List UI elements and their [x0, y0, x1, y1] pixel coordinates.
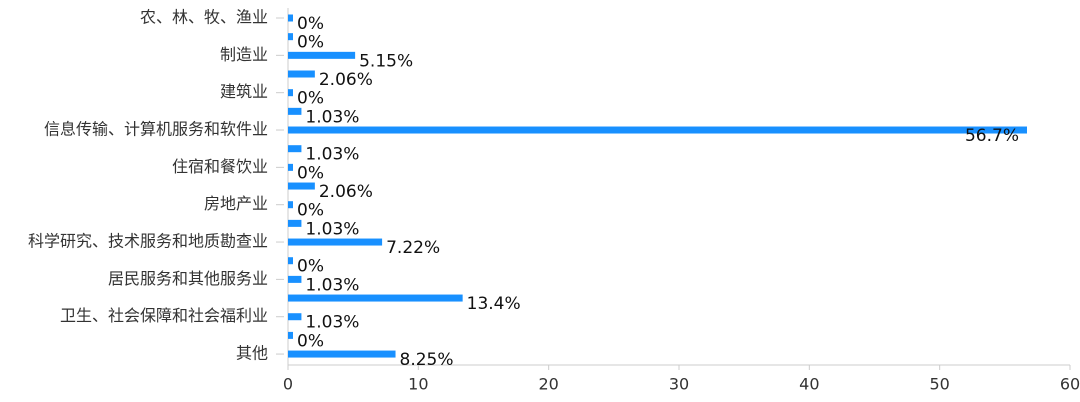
y-tick-label: 其他: [236, 344, 268, 363]
value-label: 0%: [297, 89, 324, 109]
bar: [288, 70, 315, 78]
y-tick-label: 房地产业: [204, 194, 268, 213]
bar: [288, 275, 302, 283]
bar: [288, 201, 293, 209]
value-label: 2.06%: [319, 182, 373, 202]
bar: [288, 257, 293, 265]
value-label: 7.22%: [386, 238, 440, 258]
value-label: 5.15%: [359, 51, 413, 71]
value-label: 0%: [297, 257, 324, 277]
value-label: 1.03%: [305, 219, 359, 239]
bar: [288, 163, 293, 171]
value-label: 0%: [297, 331, 324, 351]
value-label: 1.03%: [305, 107, 359, 127]
bar: [288, 238, 383, 246]
x-tick-label: 0: [283, 375, 293, 394]
bar: [288, 51, 356, 59]
value-label: 2.06%: [319, 70, 373, 90]
bar: [288, 182, 315, 190]
value-label: 8.25%: [400, 350, 454, 370]
bar: [288, 350, 396, 358]
value-label: 0%: [297, 14, 324, 34]
bar: [288, 219, 302, 227]
x-tick-label: 40: [799, 375, 819, 394]
x-tick-label: 10: [408, 375, 428, 394]
bar: [288, 313, 302, 321]
value-label: 1.03%: [305, 313, 359, 333]
y-tick-label: 居民服务和其他服务业: [108, 269, 268, 288]
y-tick-label: 建筑业: [220, 82, 268, 101]
bar: [288, 126, 1027, 134]
y-tick-label: 信息传输、计算机服务和软件业: [44, 120, 268, 139]
value-label: 1.03%: [305, 275, 359, 295]
x-tick-label: 30: [669, 375, 689, 394]
value-label: 1.03%: [305, 145, 359, 165]
y-tick-label: 卫生、社会保障和社会福利业: [60, 306, 268, 325]
bar: [288, 294, 463, 302]
bar: [288, 14, 293, 22]
y-tick-label: 农、林、牧、渔业: [140, 8, 268, 27]
y-tick-label: 制造业: [220, 45, 268, 64]
bar: [288, 331, 293, 339]
value-label: 13.4%: [467, 294, 521, 314]
x-tick-label: 60: [1060, 375, 1080, 394]
value-label: 0%: [297, 163, 324, 183]
value-label: 0%: [297, 33, 324, 53]
y-tick-label: 科学研究、技术服务和地质勘查业: [28, 232, 268, 251]
bar: [288, 107, 302, 115]
value-label: 0%: [297, 201, 324, 221]
x-tick-label: 20: [538, 375, 558, 394]
y-tick-label: 住宿和餐饮业: [172, 157, 268, 176]
bar: [288, 33, 293, 41]
x-tick-label: 50: [929, 375, 949, 394]
value-label: 56.7%: [965, 126, 1019, 146]
bar: [288, 145, 302, 153]
bar: [288, 89, 293, 97]
